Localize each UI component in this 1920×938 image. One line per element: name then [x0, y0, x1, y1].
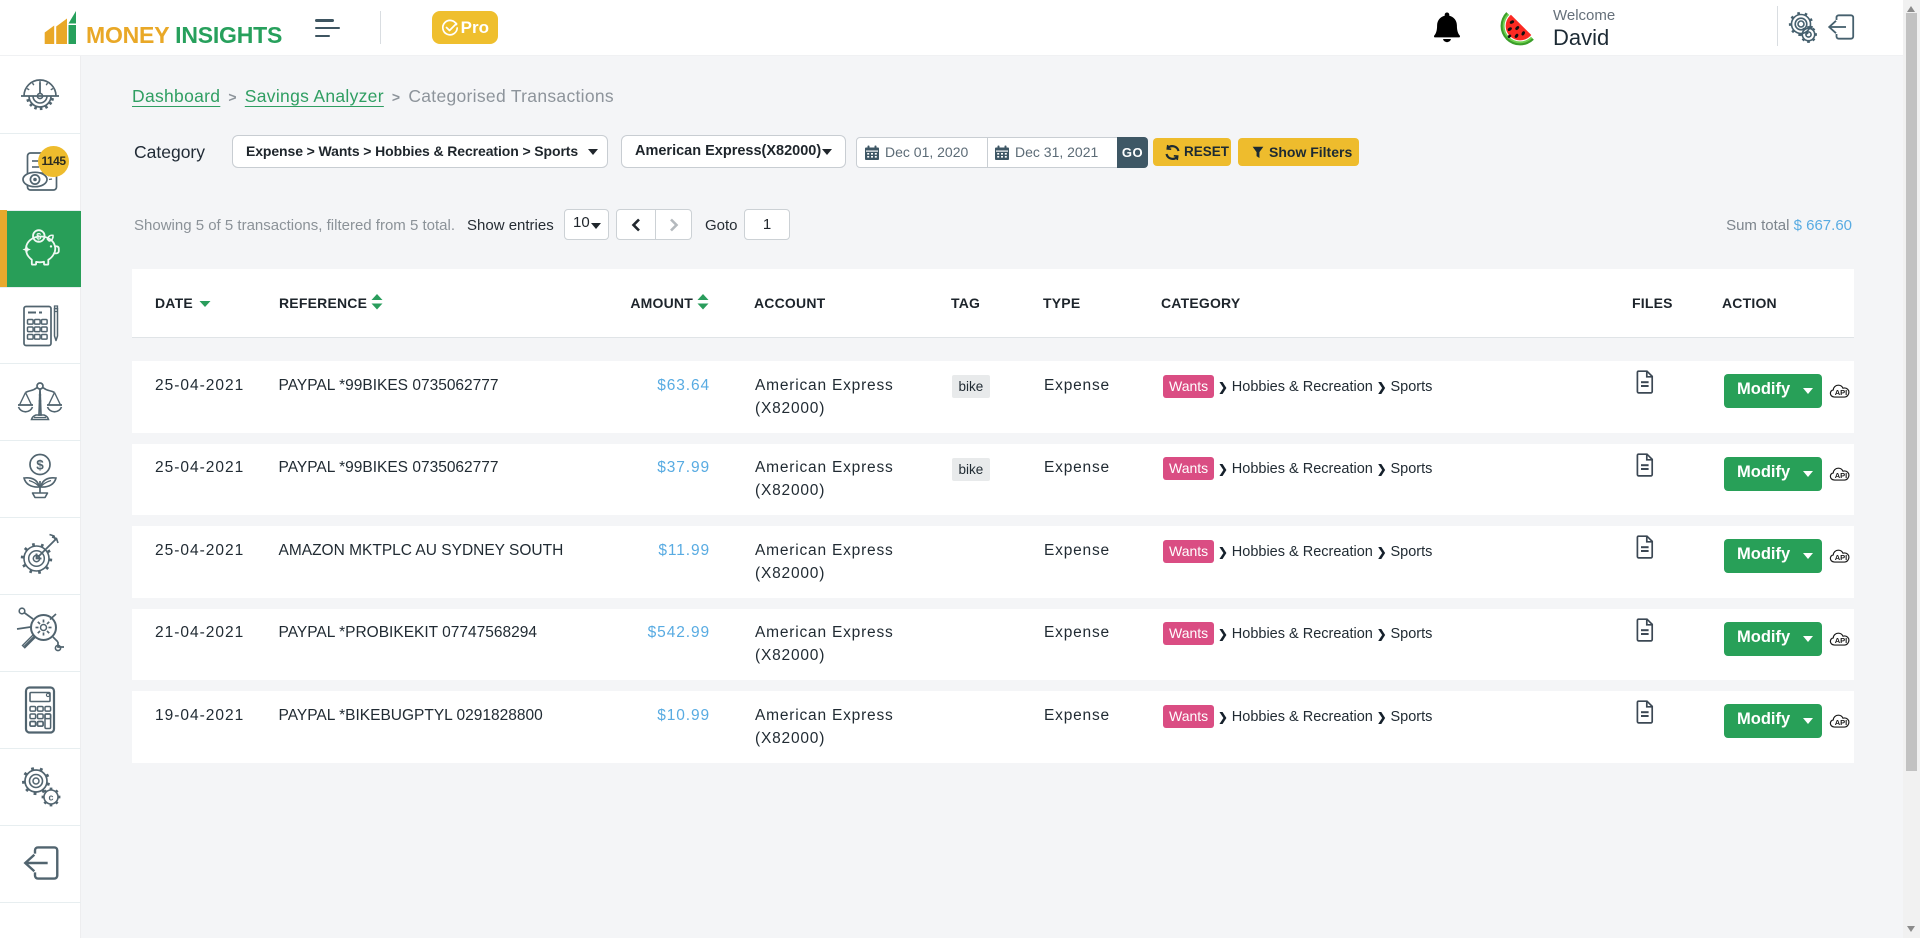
svg-text:$: $	[36, 231, 41, 241]
svg-text:API: API	[1835, 471, 1848, 480]
svg-text:API: API	[1835, 553, 1848, 562]
svg-text:API: API	[1835, 718, 1848, 727]
svg-text:c: c	[48, 792, 53, 802]
svg-text:$: $	[36, 457, 44, 472]
svg-text:API: API	[1835, 636, 1848, 645]
svg-text:API: API	[1835, 388, 1848, 397]
